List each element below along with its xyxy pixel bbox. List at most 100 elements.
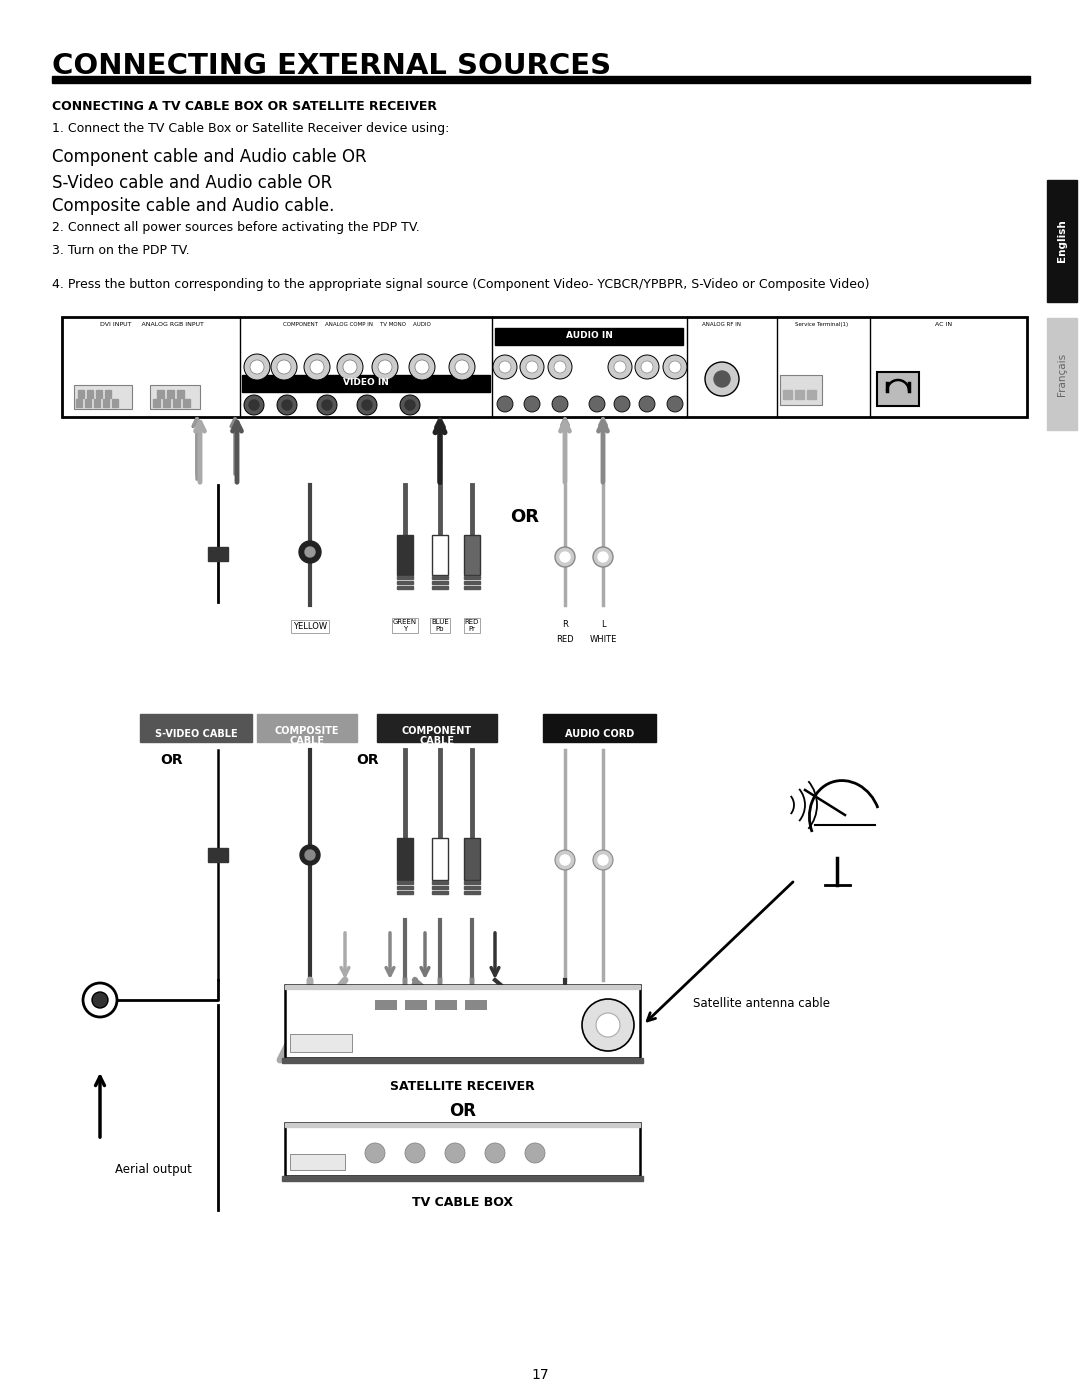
Text: YELLOW: YELLOW [293,622,327,631]
Circle shape [598,855,608,865]
Circle shape [615,395,630,412]
Circle shape [593,849,613,870]
Bar [464,535,480,576]
Text: English: English [1057,219,1067,263]
Circle shape [337,353,363,380]
Circle shape [405,400,415,409]
Circle shape [271,353,297,380]
Circle shape [299,541,321,563]
Text: S-Video cable and Audio cable OR: S-Video cable and Audio cable OR [52,175,333,191]
Text: VIDEO IN: VIDEO IN [343,379,389,387]
Circle shape [519,355,544,379]
Bar [795,390,804,400]
Bar [282,1176,643,1180]
Circle shape [92,992,108,1009]
Circle shape [449,353,475,380]
Circle shape [639,395,654,412]
Bar [397,838,413,880]
Text: BLUE
Pb: BLUE Pb [431,619,449,631]
Bar [877,372,919,407]
Text: OR: OR [161,753,184,767]
Circle shape [276,395,297,415]
Bar [405,1000,427,1010]
Text: TV CABLE BOX: TV CABLE BOX [411,1196,513,1208]
Text: S-VIDEO CABLE: S-VIDEO CABLE [154,729,238,739]
Circle shape [415,360,429,374]
Bar [157,390,164,398]
Text: L: L [600,620,605,629]
Bar [432,891,448,894]
Text: AUDIO IN: AUDIO IN [566,331,612,339]
Text: Français: Français [1057,352,1067,395]
Circle shape [310,360,324,374]
Bar [177,390,184,398]
Circle shape [305,548,315,557]
Bar [435,1000,457,1010]
Bar [75,386,132,409]
Circle shape [497,395,513,412]
Bar [464,882,480,884]
Bar [397,585,413,590]
Circle shape [305,849,315,861]
Bar [163,400,170,407]
Circle shape [667,395,683,412]
Bar [257,714,357,742]
Circle shape [303,353,330,380]
Text: Composite cable and Audio cable.: Composite cable and Audio cable. [52,197,335,215]
Circle shape [300,845,320,865]
Bar [464,891,480,894]
Bar [464,585,480,590]
Bar [140,714,252,742]
Bar [167,390,174,398]
Circle shape [244,395,264,415]
Text: 4. Press the button corresponding to the appropriate signal source (Component Vi: 4. Press the button corresponding to the… [52,278,869,291]
Circle shape [526,360,538,373]
Bar [285,1123,640,1176]
Bar [783,390,792,400]
Bar [52,75,1030,82]
Circle shape [554,360,566,373]
Bar [96,390,102,398]
Circle shape [485,1143,505,1162]
Bar [291,1154,345,1171]
Circle shape [249,400,259,409]
Bar [397,891,413,894]
Circle shape [492,355,517,379]
Circle shape [548,355,572,379]
Text: COMPONENT    ANALOG COMP IN    TV MONO    AUDIO: COMPONENT ANALOG COMP IN TV MONO AUDIO [283,321,431,327]
Text: OR: OR [511,509,540,527]
Bar [543,714,656,742]
Circle shape [322,400,332,409]
Text: CONNECTING A TV CABLE BOX OR SATELLITE RECEIVER: CONNECTING A TV CABLE BOX OR SATELLITE R… [52,101,437,113]
Bar [285,1123,640,1127]
Circle shape [343,360,357,374]
Bar [432,576,448,578]
Circle shape [365,1143,384,1162]
Circle shape [561,552,570,562]
Text: OR: OR [449,1102,476,1120]
Circle shape [608,355,632,379]
Bar [78,390,84,398]
Bar [464,581,480,584]
Bar [87,390,93,398]
Circle shape [663,355,687,379]
Bar [397,886,413,888]
Circle shape [555,548,575,567]
Circle shape [244,353,270,380]
Bar [85,400,91,407]
Bar [432,838,448,880]
Bar [495,328,683,345]
Circle shape [669,360,681,373]
Circle shape [409,353,435,380]
Bar [377,714,497,742]
Circle shape [372,353,399,380]
Bar [375,1000,397,1010]
Circle shape [635,355,659,379]
Circle shape [400,395,420,415]
Bar [780,374,822,405]
Circle shape [83,983,117,1017]
Circle shape [555,849,575,870]
Text: 3. Turn on the PDP TV.: 3. Turn on the PDP TV. [52,244,190,257]
Bar [183,400,190,407]
Circle shape [282,400,292,409]
